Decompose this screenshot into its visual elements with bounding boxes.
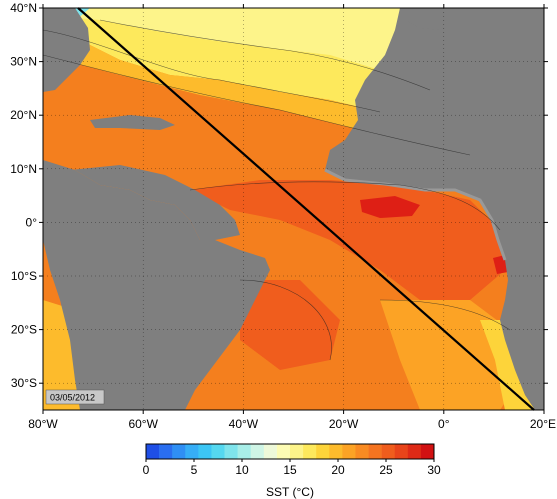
lat-label: 30°S <box>11 376 37 390</box>
date-stamp: 03/05/2012 <box>45 389 105 405</box>
colorbar-segment <box>329 444 343 459</box>
land-north-america <box>43 8 90 92</box>
date-stamp-text: 03/05/2012 <box>50 393 95 403</box>
land-africa <box>325 8 544 410</box>
colorbar-tick-label: 30 <box>427 463 441 477</box>
ocean-sst-region-hot-gulf-of-guinea <box>360 196 420 218</box>
ocean-sst-region-warm-equatorial <box>190 180 505 300</box>
colorbar-segment <box>342 444 356 459</box>
colorbar-segment <box>263 444 278 459</box>
colorbar-segment <box>355 444 369 459</box>
latitude-labels: 40°N 30°N 20°N 10°N 0° 10°S 20°S 30°S <box>10 1 37 390</box>
map-frame-border <box>42 7 545 411</box>
colorbar-segment <box>250 444 265 459</box>
land-caribbean-islands <box>90 115 175 130</box>
colorbar-segment <box>303 444 317 459</box>
colorbar-segment <box>407 444 422 459</box>
colorbar-segment <box>211 444 225 459</box>
colorbar-tick-label: 15 <box>283 463 297 477</box>
colorbar-segment <box>198 444 212 459</box>
colorbar <box>145 443 435 462</box>
colorbar-tick-label: 0 <box>143 463 150 477</box>
map-gridlines <box>43 8 544 410</box>
colorbar-segment <box>420 444 435 459</box>
lat-label: 20°S <box>11 323 37 337</box>
lat-label: 10°N <box>10 162 37 176</box>
lon-label: 40°W <box>229 417 259 431</box>
lat-label: 30°N <box>10 55 37 69</box>
lon-label: 0° <box>438 417 450 431</box>
ocean-sst-region-warm-south <box>240 280 340 370</box>
colorbar-segment <box>316 444 330 459</box>
lon-label: 20°W <box>329 417 359 431</box>
ocean-sst-region-cool-southeast <box>480 320 544 410</box>
colorbar-tick-labels: 0 5 10 15 20 25 30 <box>143 463 441 477</box>
lon-label: 20°E <box>530 417 556 431</box>
colorbar-segment <box>381 444 396 459</box>
lat-label: 0° <box>26 215 38 229</box>
transect-line <box>77 7 535 411</box>
lon-label: 60°W <box>128 417 158 431</box>
date-stamp-box <box>45 389 105 405</box>
colorbar-segment <box>368 444 382 459</box>
lat-label: 40°N <box>10 1 37 15</box>
colorbar-tick-label: 10 <box>235 463 249 477</box>
lat-label: 10°S <box>11 269 37 283</box>
colorbar-segment <box>146 444 160 459</box>
land-south-america-north <box>70 165 240 240</box>
land-europe <box>400 8 470 30</box>
colorbar-segment <box>276 444 291 459</box>
colorbar-title: SST (°C) <box>266 485 314 499</box>
colorbar-segment <box>290 444 304 459</box>
colorbar-segment <box>172 444 186 459</box>
continental-shelf-africa <box>324 168 507 261</box>
sst-contours <box>43 19 511 361</box>
colorbar-segment <box>185 444 199 459</box>
colorbar-tick-label: 20 <box>331 463 345 477</box>
colorbar-segment <box>159 444 173 459</box>
longitude-labels: 80°W 60°W 40°W 20°W 0° 20°E <box>28 417 556 431</box>
colorbar-tick-label: 5 <box>191 463 198 477</box>
colorbar-segment <box>394 444 409 459</box>
lat-label: 20°N <box>10 108 37 122</box>
lon-label: 80°W <box>28 417 58 431</box>
axis-ticks <box>39 4 548 414</box>
colorbar-segment <box>224 444 238 459</box>
colorbar-segment <box>237 444 252 459</box>
colorbar-tick-label: 25 <box>379 463 393 477</box>
